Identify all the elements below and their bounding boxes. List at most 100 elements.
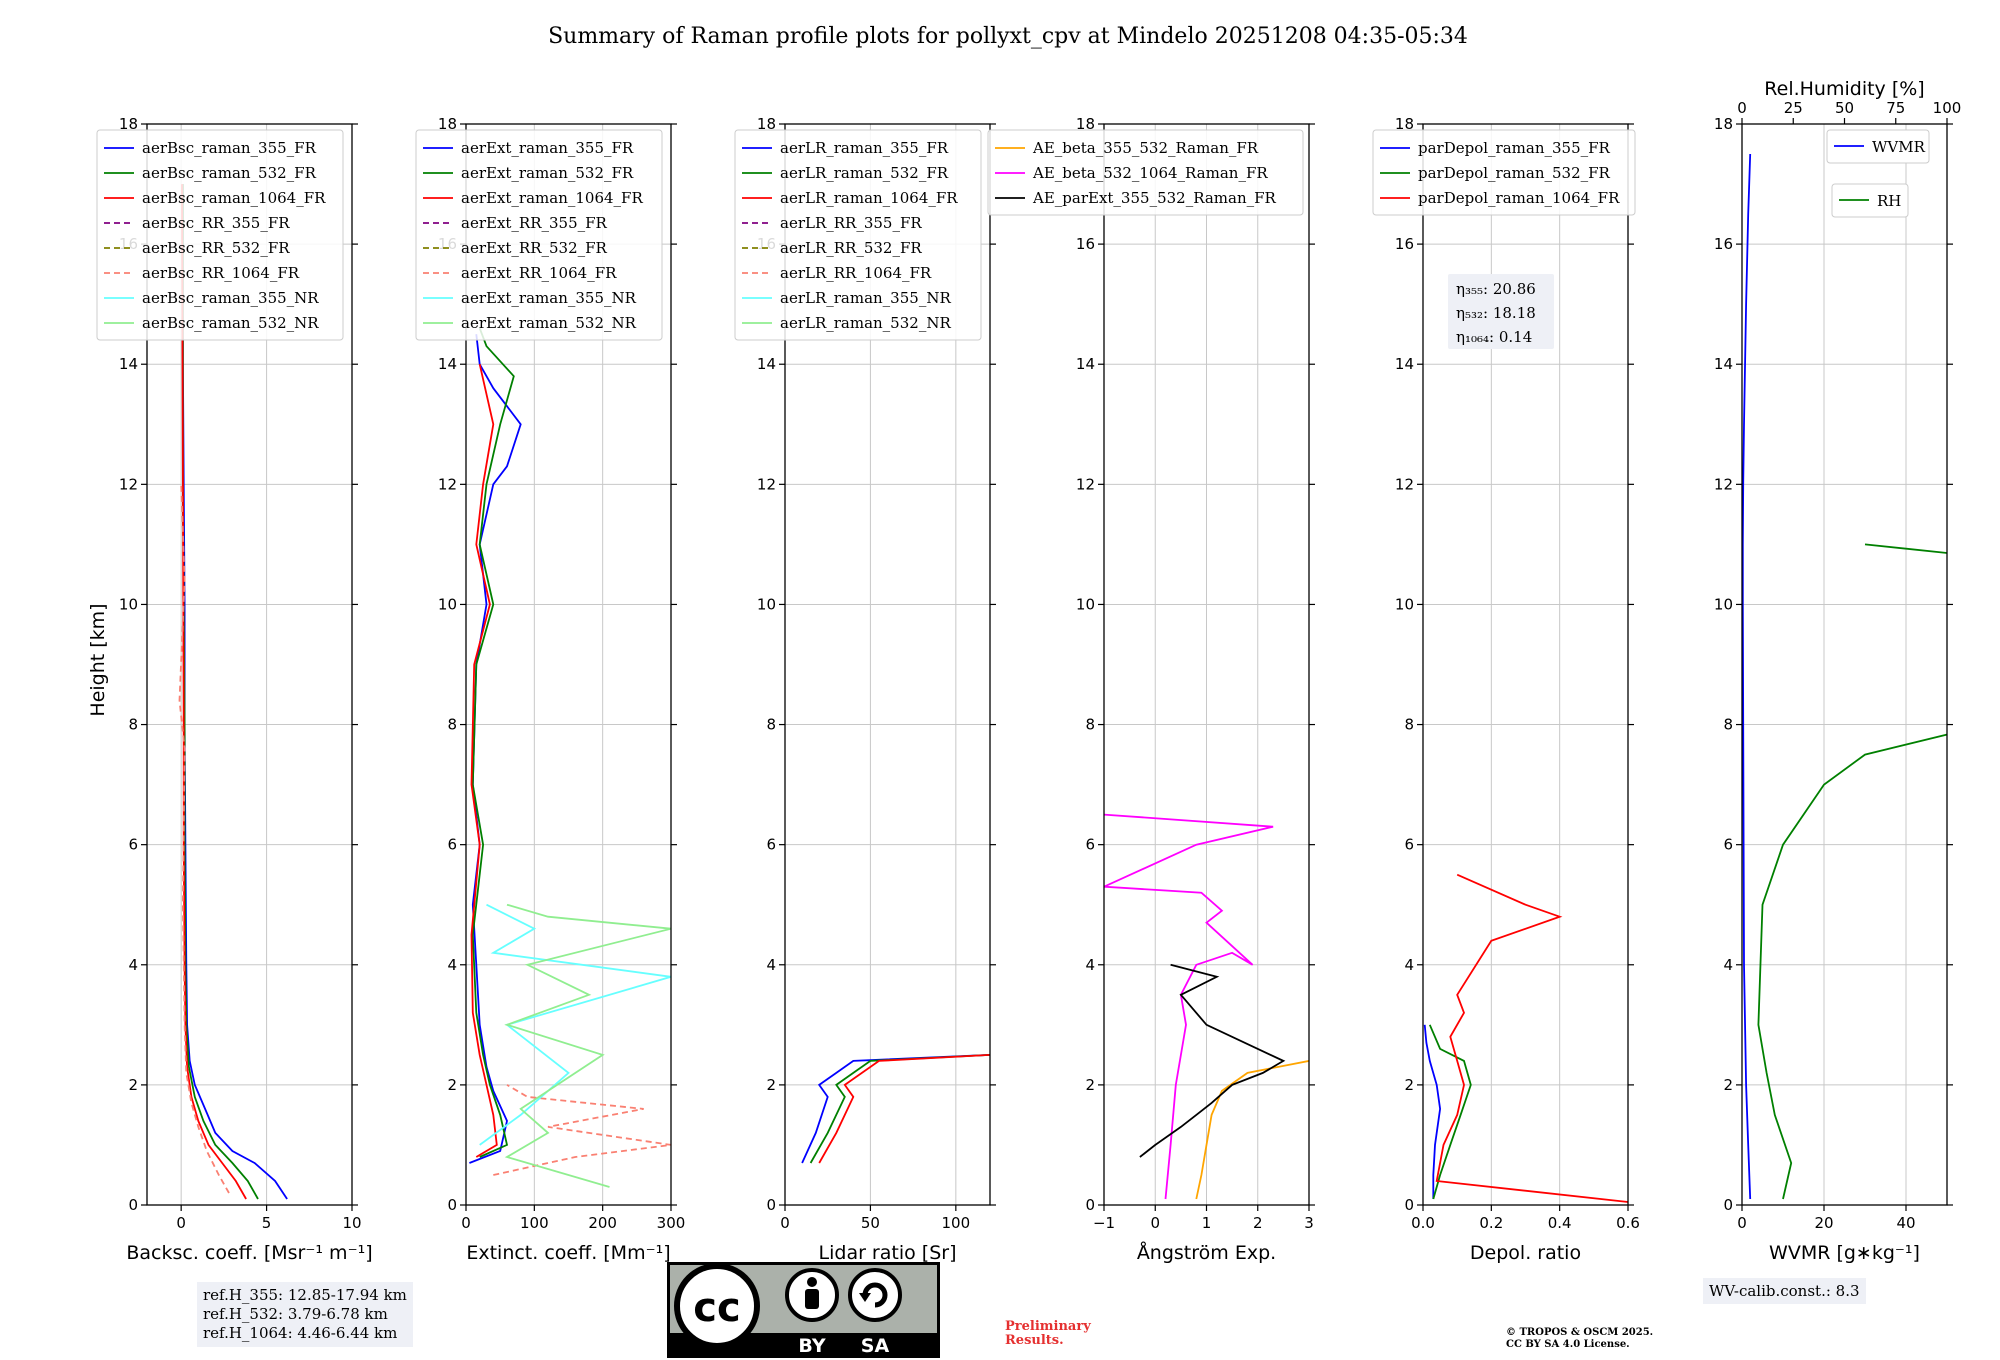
eta-box-bg — [1448, 274, 1554, 349]
ytick-label: 18 — [1714, 115, 1733, 133]
ytick-label: 6 — [128, 836, 138, 854]
legend-label: parDepol_raman_1064_FR — [1418, 189, 1620, 207]
ytick-label: 10 — [1395, 595, 1414, 613]
ytick-label: 2 — [1404, 1076, 1414, 1094]
plot-area-wv — [1742, 153, 1947, 1200]
xtick-label: 0.6 — [1616, 1214, 1640, 1232]
ytick-label: 6 — [1085, 836, 1095, 854]
xtick-label: 0 — [176, 1214, 186, 1232]
legend-label: aerBsc_raman_355_NR — [142, 289, 319, 307]
ref-height-355: ref.H_355: 12.85-17.94 km — [203, 1286, 407, 1304]
ref-height-1064: ref.H_1064: 4.46-6.44 km — [203, 1324, 398, 1342]
series-line — [1742, 153, 1752, 1200]
legend-label: aerBsc_raman_532_FR — [142, 164, 317, 182]
axes-frame — [784, 123, 991, 1206]
eta-value: η₁₀₆₄: 0.14 — [1456, 328, 1532, 346]
series-line — [801, 1054, 990, 1164]
ytick-label: 8 — [766, 716, 776, 734]
ytick-label: 0 — [1723, 1196, 1733, 1214]
legend-label: aerBsc_RR_355_FR — [142, 214, 290, 232]
xtick-label: 0.4 — [1548, 1214, 1572, 1232]
xtick-label: 100 — [942, 1214, 971, 1232]
license-badge-by: BY — [798, 1335, 825, 1357]
ytick-label: 8 — [1404, 716, 1414, 734]
axes-frame — [1103, 123, 1310, 1206]
legend-label: parDepol_raman_532_FR — [1418, 164, 1611, 182]
ytick-label: 18 — [119, 115, 138, 133]
reference-height-box: ref.H_355: 12.85-17.94 km ref.H_532: 3.7… — [197, 1282, 413, 1347]
ytick-label: 2 — [128, 1076, 138, 1094]
series-line — [1435, 873, 1628, 1203]
ytick-label: 10 — [757, 595, 776, 613]
xtick-label: 100 — [520, 1214, 549, 1232]
legend-label: aerBsc_raman_1064_FR — [142, 189, 326, 207]
ytick-label: 16 — [1714, 235, 1733, 253]
xtick-label: 50 — [861, 1214, 880, 1232]
ytick-label: 16 — [1395, 235, 1414, 253]
ytick-label: 8 — [447, 716, 457, 734]
top-x-axis-label: Rel.Humidity [%] — [1764, 78, 1924, 100]
axes-frame — [1741, 123, 1948, 1206]
legend-label: AE_beta_532_1064_Raman_FR — [1032, 164, 1268, 182]
xtick-label: 3 — [1304, 1214, 1314, 1232]
series-line — [1104, 813, 1274, 1200]
top-xtick-label: 0 — [1737, 99, 1747, 117]
legend-label: aerExt_raman_532_FR — [461, 164, 634, 182]
legend-box — [987, 129, 1304, 216]
xtick-label: 200 — [588, 1214, 617, 1232]
ytick-label: 6 — [766, 836, 776, 854]
legend-label: aerLR_raman_532_FR — [780, 164, 949, 182]
cc-by-sa-logo: cc BY SA — [667, 1262, 940, 1358]
legend-label: WVMR — [1872, 138, 1926, 156]
x-axis-label: Extinct. coeff. [Mm⁻¹] — [466, 1242, 670, 1264]
cc-icon — [674, 1263, 760, 1349]
legend-wv: WVMR RH — [1826, 129, 1930, 218]
panel-ext: 0246810121416180100200300Extinct. coeff.… — [415, 115, 685, 1264]
license-badge-sa: SA — [861, 1335, 890, 1357]
ytick-label: 18 — [1076, 115, 1095, 133]
axes-frame — [465, 123, 672, 1206]
legend-box — [1831, 183, 1909, 218]
ytick-label: 18 — [1395, 115, 1414, 133]
ytick-label: 10 — [119, 595, 138, 613]
eta-value: η₃₅₅: 20.86 — [1456, 280, 1536, 298]
ytick-label: 16 — [1076, 235, 1095, 253]
legend-label: aerLR_raman_355_FR — [780, 139, 949, 157]
legend-box — [415, 129, 663, 341]
series-line — [181, 184, 247, 1200]
legend-label: aerLR_raman_355_NR — [780, 289, 951, 307]
preliminary-line-2: Results. — [1005, 1333, 1064, 1348]
ytick-label: 10 — [438, 595, 457, 613]
wv-calibration-box: WV-calib.const.: 8.3 — [1703, 1278, 1866, 1304]
x-axis-label: Lidar ratio [Sr] — [819, 1242, 957, 1264]
xtick-label: 20 — [1814, 1214, 1833, 1232]
plot-area-bsc — [178, 184, 288, 1200]
copyright-note: © TROPOS & OSCM 2025. CC BY SA 4.0 Licen… — [1506, 1327, 1653, 1351]
ytick-label: 4 — [766, 956, 776, 974]
xtick-label: 0 — [1150, 1214, 1160, 1232]
plot-area-lr — [801, 1054, 990, 1164]
series-line — [809, 1054, 990, 1164]
top-xtick-label: 100 — [1933, 99, 1962, 117]
ytick-label: 0 — [1085, 1196, 1095, 1214]
ytick-label: 4 — [1723, 956, 1733, 974]
legend-dep: parDepol_raman_355_FR parDepol_raman_532_… — [1372, 129, 1636, 216]
ytick-label: 0 — [766, 1196, 776, 1214]
y-axis-label: Height [km] — [87, 603, 109, 716]
series-line — [470, 364, 498, 1158]
legend-label: aerExt_raman_532_NR — [461, 314, 637, 332]
series-line — [471, 327, 515, 1158]
series-line — [1757, 543, 1947, 1200]
ytick-label: 10 — [1714, 595, 1733, 613]
legend-box — [1372, 129, 1636, 216]
x-axis-label: Ångström Exp. — [1137, 1241, 1276, 1264]
xtick-label: 0 — [461, 1214, 471, 1232]
series-line — [1423, 1024, 1442, 1199]
ytick-label: 0 — [128, 1196, 138, 1214]
eta-box: η₃₅₅: 20.86 η₅₃₂: 18.18 η₁₀₆₄: 0.14 — [1448, 274, 1554, 349]
legend-label: RH — [1877, 192, 1901, 210]
series-line — [1195, 1060, 1309, 1200]
ytick-label: 14 — [1076, 355, 1095, 373]
ytick-label: 14 — [757, 355, 776, 373]
legend-label: aerBsc_RR_1064_FR — [142, 264, 300, 282]
